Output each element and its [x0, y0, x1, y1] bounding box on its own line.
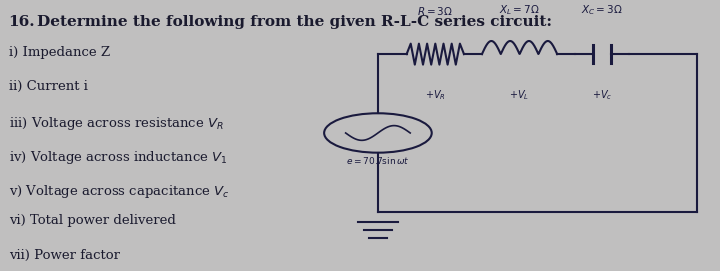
- Text: ii) Current i: ii) Current i: [9, 80, 87, 93]
- Text: $+ V_c$: $+ V_c$: [592, 88, 612, 102]
- Text: v) Voltage across capacitance $V_c$: v) Voltage across capacitance $V_c$: [9, 183, 229, 200]
- Text: iv) Voltage across inductance $V_1$: iv) Voltage across inductance $V_1$: [9, 149, 227, 166]
- Text: i) Impedance Z: i) Impedance Z: [9, 46, 109, 59]
- Text: Determine the following from the given R-L-C series circuit:: Determine the following from the given R…: [37, 15, 552, 29]
- Text: $e = 70.7\sin\omega t$: $e = 70.7\sin\omega t$: [346, 155, 410, 166]
- Text: iii) Voltage across resistance $V_R$: iii) Voltage across resistance $V_R$: [9, 115, 223, 132]
- Text: $+ V_R$: $+ V_R$: [425, 88, 446, 102]
- Text: $X_L = 7\Omega$: $X_L = 7\Omega$: [499, 4, 540, 17]
- Text: vi) Total power delivered: vi) Total power delivered: [9, 214, 176, 227]
- Text: vii) Power factor: vii) Power factor: [9, 249, 120, 262]
- Text: $+ V_L$: $+ V_L$: [510, 88, 530, 102]
- Text: $R = 3\Omega$: $R = 3\Omega$: [418, 5, 454, 17]
- Text: 16.: 16.: [9, 15, 35, 29]
- Text: $X_C = 3\Omega$: $X_C = 3\Omega$: [581, 4, 623, 17]
